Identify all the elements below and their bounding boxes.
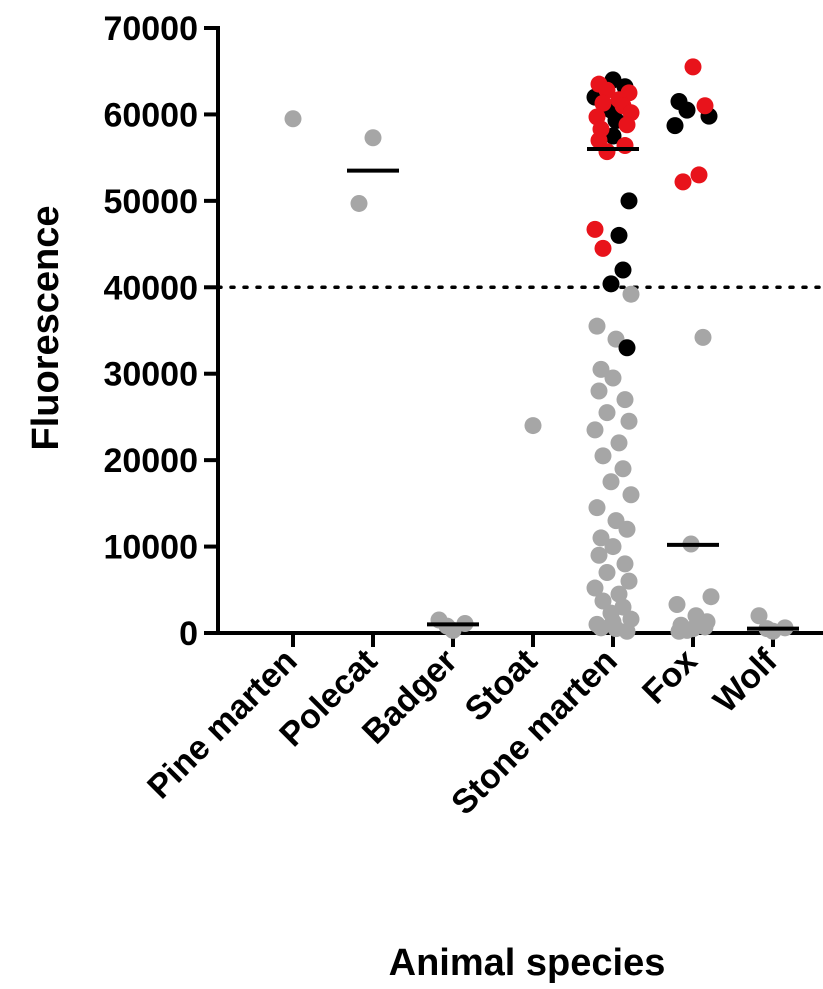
data-point xyxy=(618,520,636,538)
data-point xyxy=(620,572,638,590)
data-point xyxy=(690,166,708,184)
data-point xyxy=(666,117,684,135)
y-tick-label: 0 xyxy=(179,615,198,653)
data-point xyxy=(598,404,616,422)
data-point xyxy=(616,391,634,409)
data-point xyxy=(284,110,302,128)
data-point xyxy=(364,129,382,147)
y-tick-label: 50000 xyxy=(103,183,198,221)
data-point xyxy=(588,499,606,517)
y-axis: 0 10000 20000 30000 40000 50000 60000 70000 xyxy=(103,10,220,653)
y-tick-label: 40000 xyxy=(103,269,198,307)
y-tick-label: 20000 xyxy=(103,442,198,480)
data-point xyxy=(618,622,636,640)
data-point xyxy=(616,137,634,155)
median-lines xyxy=(347,147,799,631)
data-point xyxy=(696,97,714,115)
data-point xyxy=(586,220,604,238)
data-point xyxy=(610,434,628,452)
data-point xyxy=(684,58,702,76)
y-tick-label: 10000 xyxy=(103,529,198,567)
data-point xyxy=(618,339,636,357)
data-point xyxy=(604,538,622,556)
data-point xyxy=(604,613,622,631)
data-point xyxy=(598,81,616,99)
data-point xyxy=(620,192,638,210)
data-point xyxy=(750,607,768,625)
data-point xyxy=(678,621,696,639)
x-category-label: Wolf xyxy=(706,641,785,720)
data-point xyxy=(602,275,620,293)
data-point xyxy=(668,595,686,613)
data-point xyxy=(594,94,612,112)
data-point xyxy=(598,564,616,581)
data-point xyxy=(586,579,604,597)
data-point xyxy=(674,173,692,191)
data-point xyxy=(618,116,636,134)
data-point xyxy=(594,239,612,257)
data-point xyxy=(594,592,612,610)
data-point xyxy=(588,317,606,335)
data-point xyxy=(350,194,368,212)
data-point xyxy=(592,360,610,378)
data-point xyxy=(702,588,720,606)
data-point xyxy=(586,421,604,439)
data-point xyxy=(622,486,640,504)
data-point xyxy=(590,382,608,400)
data-point xyxy=(614,460,632,478)
data-point xyxy=(694,328,712,346)
data-point xyxy=(594,447,612,465)
data-point xyxy=(678,101,696,119)
data-point xyxy=(524,417,542,435)
data-point xyxy=(590,546,608,564)
data-point xyxy=(616,555,634,573)
data-point xyxy=(602,473,620,491)
data-point xyxy=(610,226,628,244)
data-point xyxy=(696,618,714,636)
data-point xyxy=(598,143,616,161)
y-axis-title: Fluorescence xyxy=(25,206,67,451)
data-points xyxy=(284,58,794,640)
data-point xyxy=(620,412,638,430)
x-category-label: Fox xyxy=(635,642,705,712)
data-point xyxy=(604,369,622,387)
data-point xyxy=(610,585,628,603)
x-axis-title: Animal species xyxy=(389,942,666,984)
y-tick-label: 60000 xyxy=(103,96,198,134)
y-tick-label: 30000 xyxy=(103,356,198,394)
data-point xyxy=(592,529,610,547)
data-point xyxy=(622,285,640,303)
y-tick-label: 70000 xyxy=(103,10,198,48)
data-point xyxy=(614,261,632,279)
